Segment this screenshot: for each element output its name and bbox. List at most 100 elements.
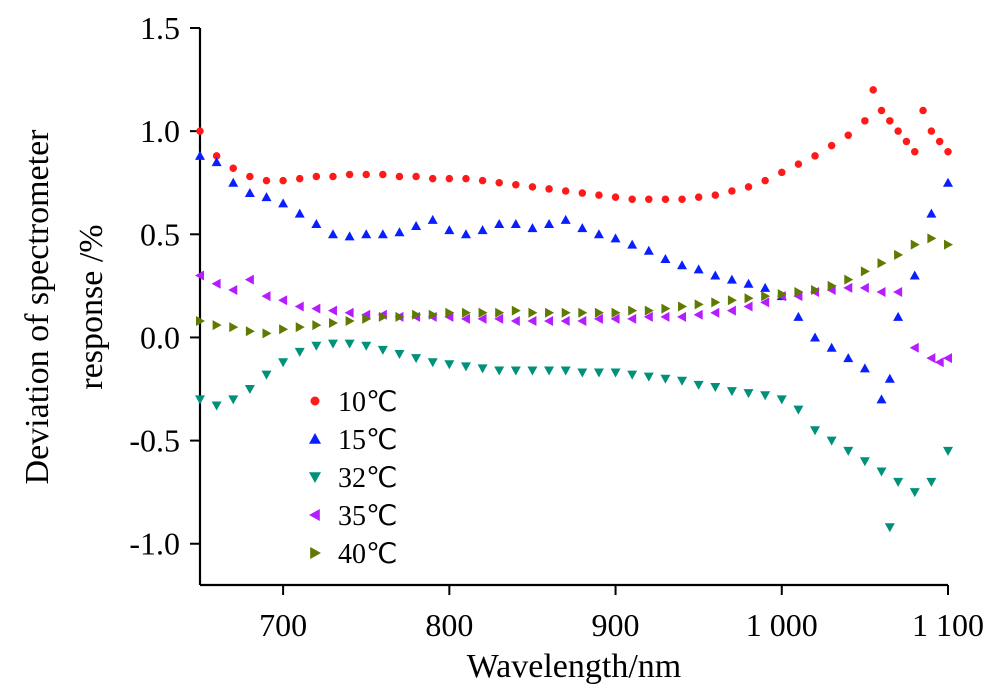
data-point — [477, 313, 487, 324]
data-point — [811, 284, 821, 295]
data-point — [694, 193, 703, 201]
x-tick-label: 700 — [259, 607, 307, 643]
data-point — [294, 301, 304, 312]
data-point — [379, 170, 387, 179]
data-point — [427, 214, 438, 224]
data-point — [884, 373, 895, 383]
data-point — [445, 307, 455, 318]
data-point — [810, 426, 821, 436]
series-1 — [195, 150, 953, 404]
data-point — [212, 152, 221, 160]
data-points — [195, 86, 953, 533]
data-point — [228, 177, 239, 187]
data-point — [462, 174, 470, 183]
data-point — [628, 305, 638, 316]
data-point — [578, 307, 588, 318]
data-point — [677, 376, 688, 386]
data-point — [743, 278, 754, 288]
data-point — [844, 131, 853, 140]
data-point — [512, 181, 520, 189]
data-point — [312, 320, 322, 331]
data-point — [893, 477, 904, 487]
y-ticks: 1.5 1.0 0.5 0.0 -0.5 -1.0 — [129, 10, 200, 562]
data-point — [710, 270, 721, 280]
data-point — [377, 229, 388, 239]
data-point — [661, 195, 670, 203]
series-0 — [196, 86, 952, 203]
legend-label: 32℃ — [338, 463, 397, 494]
y-tick-label: 0.5 — [140, 216, 180, 252]
data-point — [859, 282, 869, 293]
data-point — [777, 289, 787, 300]
data-point — [444, 225, 455, 235]
data-point — [262, 328, 272, 339]
data-point — [876, 467, 887, 477]
data-point — [196, 315, 205, 326]
data-point — [927, 233, 937, 244]
data-point — [944, 148, 952, 156]
data-point — [643, 372, 654, 382]
data-point — [294, 347, 305, 357]
data-point — [378, 311, 388, 322]
data-point — [728, 187, 736, 195]
legend-marker — [310, 547, 321, 559]
data-point — [229, 164, 237, 173]
data-point — [610, 368, 621, 378]
data-point — [826, 342, 837, 352]
legend-marker — [309, 433, 321, 444]
data-point — [627, 370, 638, 380]
data-point — [344, 339, 355, 349]
legend-label: 40℃ — [338, 539, 397, 570]
data-point — [943, 353, 952, 364]
data-point — [826, 436, 837, 446]
data-point — [362, 170, 370, 179]
data-point — [245, 326, 255, 337]
data-point — [726, 274, 737, 284]
data-point — [211, 157, 222, 167]
data-point — [660, 254, 671, 264]
data-point — [645, 195, 653, 203]
data-point — [278, 198, 289, 208]
data-point — [511, 305, 521, 316]
x-tick-label: 800 — [425, 607, 473, 643]
data-point — [943, 446, 953, 456]
y-tick-label: -0.5 — [129, 423, 180, 459]
data-point — [760, 297, 770, 308]
data-point — [693, 380, 704, 390]
data-point — [760, 391, 771, 401]
data-point — [869, 86, 877, 94]
data-point — [428, 174, 437, 183]
data-point — [926, 353, 936, 364]
data-point — [377, 345, 388, 355]
data-point — [859, 363, 870, 373]
data-point — [577, 368, 588, 378]
data-point — [902, 137, 911, 146]
data-point — [460, 229, 471, 239]
data-point — [528, 307, 538, 318]
data-point — [211, 278, 221, 289]
data-point — [843, 282, 853, 293]
data-point — [943, 177, 953, 187]
x-ticks: 700 800 900 1 000 1 100 — [259, 585, 984, 643]
data-point — [861, 117, 869, 125]
data-point — [711, 297, 721, 308]
data-point — [593, 313, 603, 324]
data-point — [345, 315, 355, 326]
x-tick-label: 900 — [592, 607, 640, 643]
data-point — [694, 299, 704, 310]
data-point — [528, 183, 537, 191]
data-point — [627, 239, 638, 249]
data-point — [477, 364, 488, 374]
data-point — [495, 178, 503, 187]
data-point — [761, 291, 771, 302]
data-point — [926, 208, 937, 218]
data-point — [262, 176, 271, 185]
series-2 — [195, 339, 953, 533]
data-point — [727, 295, 737, 306]
data-point — [693, 264, 704, 274]
data-point — [811, 152, 819, 160]
data-point — [886, 117, 894, 125]
data-point — [627, 313, 637, 324]
data-point — [494, 313, 504, 324]
